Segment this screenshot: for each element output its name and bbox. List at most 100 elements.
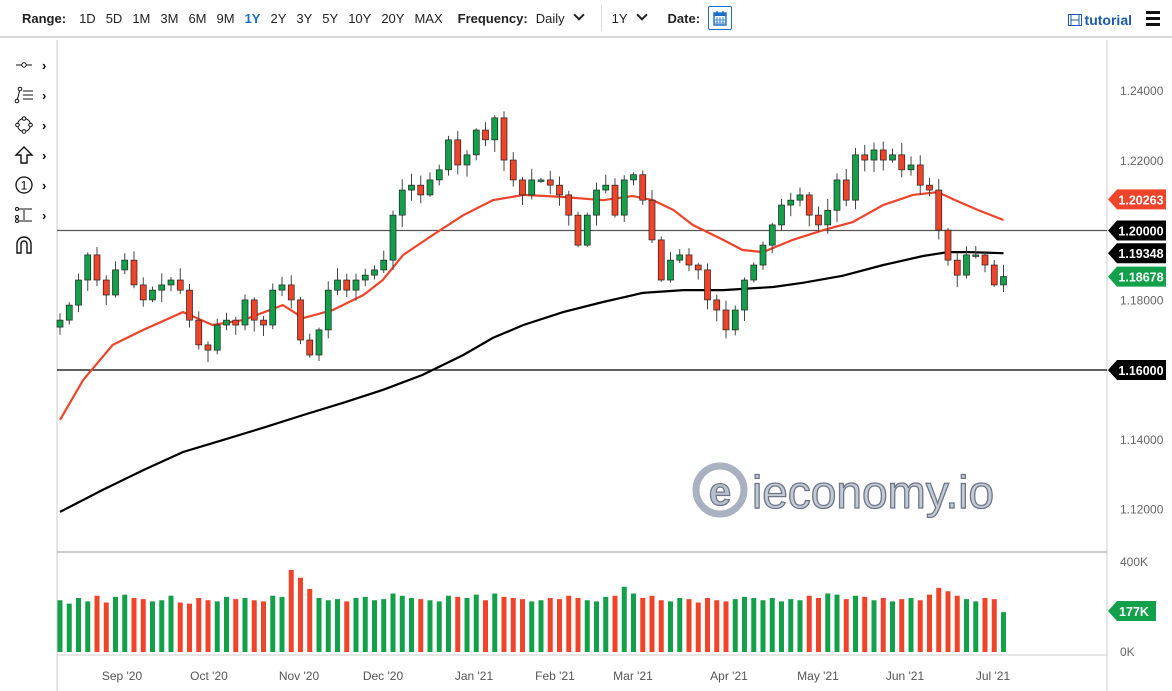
volume-bar (66, 603, 72, 652)
x-tick-label: Feb '21 (535, 669, 575, 683)
volume-bar (557, 599, 562, 652)
candle-body (472, 129, 480, 156)
candle-body (593, 189, 600, 216)
price-ma_slow-label: 1.19348 (1118, 247, 1163, 261)
volume-bar (159, 600, 165, 652)
candle-body (223, 319, 230, 326)
volume-bar (205, 600, 211, 652)
candle-body (315, 329, 323, 356)
x-tick-label: Jun '21 (886, 669, 925, 683)
candle-body (380, 259, 388, 271)
volume-tick-label: 0K (1120, 645, 1135, 659)
crosshair-icon (16, 62, 32, 68)
range-9m[interactable]: 9M (216, 10, 235, 26)
volume-bar (140, 599, 146, 652)
range-1y[interactable]: 1Y (244, 10, 261, 26)
volume-bar (409, 598, 414, 652)
candle-body (389, 214, 397, 261)
candle-body (241, 299, 249, 326)
candle-body (352, 279, 360, 291)
candle-body (944, 229, 952, 261)
candle-body (112, 269, 119, 296)
tool-arrow[interactable]: › (0, 140, 56, 170)
candle-body (139, 284, 147, 301)
tool-measure[interactable]: › (0, 200, 56, 230)
candle-body (361, 274, 369, 281)
magnet-icon (16, 236, 32, 254)
watermark-logo-ring (692, 462, 748, 518)
range-3m[interactable]: 3M (160, 10, 179, 26)
candle-body (694, 264, 702, 271)
candle-body (343, 279, 351, 291)
candle-body (537, 179, 545, 182)
candle-body (56, 319, 64, 328)
range-6m[interactable]: 6M (188, 10, 207, 26)
volume-bar (427, 600, 433, 652)
candle-body (870, 149, 878, 161)
chevron-down-icon (635, 8, 648, 21)
volume-bar (390, 593, 396, 652)
range-5y[interactable]: 5Y (322, 10, 339, 26)
frequency-select[interactable]: Daily (535, 8, 591, 26)
candle-body (768, 224, 776, 246)
volume-bar (113, 596, 118, 652)
volume-bar (843, 599, 849, 652)
range-5d[interactable]: 5D (105, 10, 123, 26)
candle-body (981, 254, 989, 266)
chevron-right-icon: › (42, 147, 47, 163)
candle-body (167, 279, 175, 286)
chevron-down-icon (572, 8, 585, 21)
watermark-text: ieconomy.io (752, 466, 994, 518)
frequency-value: Daily (535, 10, 565, 26)
candle-body (574, 214, 582, 246)
fib-levels-icon (14, 86, 33, 104)
x-tick-label: Jul '21 (976, 669, 1011, 683)
candle-body (213, 324, 221, 351)
volume-bar (547, 598, 553, 652)
volume-bar (446, 595, 451, 652)
range-1d[interactable]: 1D (79, 10, 96, 26)
range-2y[interactable]: 2Y (270, 10, 287, 26)
price-ma_fast-tag (1108, 189, 1166, 210)
period-select[interactable]: 1Y (612, 8, 654, 26)
range-1m[interactable]: 1M (132, 10, 151, 26)
tool-marker[interactable]: 1 › (0, 170, 56, 200)
candle-body (953, 259, 961, 276)
tool-magnet[interactable] (0, 230, 56, 260)
range-3y[interactable]: 3Y (296, 10, 313, 26)
menu-icon[interactable] (1146, 11, 1160, 29)
candle-body (546, 179, 554, 186)
candle-body (713, 299, 721, 311)
date-label: Date: (667, 10, 701, 26)
svg-text:1: 1 (21, 179, 28, 193)
range-10y[interactable]: 10Y (348, 10, 372, 26)
volume-bar (187, 603, 192, 652)
candle-body (176, 279, 184, 291)
candle-body (731, 309, 739, 331)
price-level-label: 1.16000 (1118, 364, 1163, 378)
candle-body (158, 284, 166, 291)
volume-bar (621, 586, 627, 652)
candle-body (759, 244, 767, 266)
candle-body (65, 304, 73, 321)
calendar-button[interactable] (708, 6, 733, 30)
tool-crosshair[interactable]: › (0, 50, 56, 80)
price-last-label: 1.18678 (1118, 271, 1163, 285)
candle-body (287, 284, 295, 301)
volume-bar (566, 595, 572, 652)
price-level-tag (1108, 360, 1166, 380)
tool-shapes[interactable]: › (0, 110, 56, 140)
volume-bar (261, 601, 266, 652)
range-options: 1D 5D 1M 3M 6M 9M 1Y 2Y 3Y 5Y 10Y 20Y MAX (74, 11, 448, 26)
volume-bar (131, 598, 137, 652)
volume-bar (677, 598, 683, 652)
volume-bar (316, 598, 322, 652)
volume-bar (723, 601, 729, 652)
range-max[interactable]: MAX (414, 10, 443, 26)
volume-bar (381, 599, 387, 652)
x-tick-label: Jan '21 (455, 669, 494, 683)
tutorial-link[interactable]: tutorial (1067, 12, 1132, 28)
range-20y[interactable]: 20Y (381, 10, 405, 26)
tool-fib[interactable]: › (0, 80, 56, 110)
